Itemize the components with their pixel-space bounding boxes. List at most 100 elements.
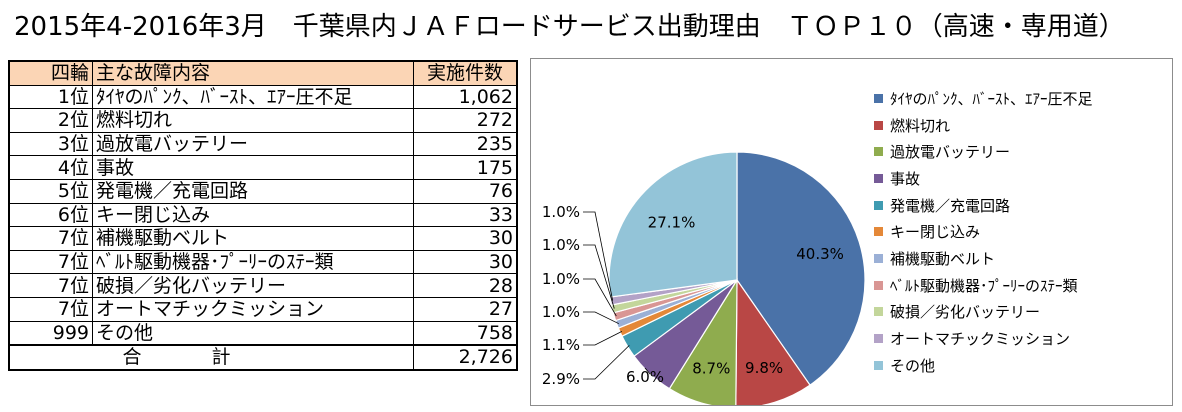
legend-swatch xyxy=(874,227,883,237)
row-count: 27 xyxy=(413,296,518,322)
row-rank: 7位 xyxy=(8,296,93,322)
leader-line xyxy=(583,345,630,380)
row-count: 235 xyxy=(413,131,518,157)
legend-swatch xyxy=(874,280,883,290)
legend-label: 過放電バッテリー xyxy=(890,143,1011,162)
pie-chart: 40.3% 9.8% 8.7% 27.1% 6.0% 1.0% 1.0% 1.0% 1.0% 1.… xyxy=(542,151,866,405)
legend-item: 補機駆動ベルト xyxy=(874,245,1093,272)
row-rank: 7位 xyxy=(8,226,93,251)
row-name: ﾀｲﾔのﾊﾟﾝｸ、ﾊﾞｰｽﾄ、ｴｱｰ圧不足 xyxy=(92,84,414,110)
legend-label: その他 xyxy=(890,356,936,375)
row-count: 76 xyxy=(413,178,518,204)
legend-swatch xyxy=(874,120,883,130)
row-name: 発電機／充電回路 xyxy=(92,178,414,204)
pie-slice xyxy=(608,151,738,298)
legend-item: 燃料切れ xyxy=(874,112,1093,139)
legend-label: 燃料切れ xyxy=(890,116,951,135)
pie-chart-panel: 40.3% 9.8% 8.7% 27.1% 6.0% 1.0% 1.0% 1.0% 1.0% 1.… xyxy=(530,58,1173,406)
row-count: 175 xyxy=(413,155,518,180)
legend-item: ﾍﾞﾙﾄ駆動機器･ﾌﾟｰﾘｰのｽﾃｰ類 xyxy=(874,272,1093,299)
row-name: ﾍﾞﾙﾄ駆動機器･ﾌﾟｰﾘｰのｽﾃｰ類 xyxy=(92,249,414,275)
legend-label: ﾍﾞﾙﾄ駆動機器･ﾌﾟｰﾘｰのｽﾃｰ類 xyxy=(890,276,1078,295)
table-row: 7位 ﾍﾞﾙﾄ駆動機器･ﾌﾟｰﾘｰのｽﾃｰ類 30 xyxy=(8,249,518,275)
legend-swatch xyxy=(874,360,883,370)
row-rank: 7位 xyxy=(8,273,93,298)
row-rank: 7位 xyxy=(8,249,93,275)
legend-item: キー閉じ込み xyxy=(874,218,1093,245)
row-count: 1,062 xyxy=(413,84,518,110)
legend-label: ﾀｲﾔのﾊﾟﾝｸ、ﾊﾞｰｽﾄ、ｴｱｰ圧不足 xyxy=(890,89,1093,108)
table-row: 7位 補機駆動ベルト 30 xyxy=(8,226,518,251)
table-row: 6位 キー閉じ込み 33 xyxy=(8,202,518,228)
leader-line xyxy=(583,311,619,325)
row-rank: 6位 xyxy=(8,202,93,228)
table-row: 4位 事故 175 xyxy=(8,155,518,180)
table-row: 3位 過放電バッテリー 235 xyxy=(8,131,518,157)
total-count: 2,726 xyxy=(413,344,518,371)
slice-label: 2.9% xyxy=(542,370,580,388)
table-row: 7位 オートマチックミッション 27 xyxy=(8,296,518,322)
row-name: 過放電バッテリー xyxy=(92,131,414,157)
row-name: 補機駆動ベルト xyxy=(92,226,414,251)
slice-label: 9.8% xyxy=(745,359,783,377)
table-row: 1位 ﾀｲﾔのﾊﾟﾝｸ、ﾊﾞｰｽﾄ、ｴｱｰ圧不足 1,062 xyxy=(8,84,518,110)
leader-line xyxy=(583,278,617,317)
row-rank: 2位 xyxy=(8,108,93,133)
row-name: キー閉じ込み xyxy=(92,202,414,228)
legend-swatch xyxy=(874,147,883,157)
legend-swatch xyxy=(874,93,883,103)
legend-item: 発電機／充電回路 xyxy=(874,192,1093,219)
legend-label: キー閉じ込み xyxy=(890,223,981,242)
legend-swatch xyxy=(874,173,883,183)
legend-swatch xyxy=(874,200,883,210)
row-name: オートマチックミッション xyxy=(92,296,414,322)
header-name: 主な故障内容 xyxy=(92,60,414,86)
legend-item: 破損／劣化バッテリー xyxy=(874,299,1093,326)
legend-item: オートマチックミッション xyxy=(874,325,1093,352)
page-title: 2015年4-2016年3月 千葉県内ＪＡＦロードサービス出動理由 ＴＯＰ１０（… xyxy=(14,12,1125,42)
row-name: 燃料切れ xyxy=(92,108,414,133)
header-count: 実施件数 xyxy=(413,60,518,86)
total-label: 合計 xyxy=(8,344,414,371)
legend-label: 破損／劣化バッテリー xyxy=(890,303,1041,322)
row-rank: 3位 xyxy=(8,131,93,157)
row-rank: 999 xyxy=(8,320,93,346)
legend-label: オートマチックミッション xyxy=(890,330,1071,349)
table-total-row: 合計 2,726 xyxy=(8,344,518,371)
legend-item: 事故 xyxy=(874,165,1093,192)
table-row: 999 その他 758 xyxy=(8,320,518,346)
chart-legend: ﾀｲﾔのﾊﾟﾝｸ、ﾊﾞｰｽﾄ、ｴｱｰ圧不足 燃料切れ過放電バッテリー 事故発電機／充… xyxy=(874,85,1093,379)
slice-label: 1.0% xyxy=(542,270,580,288)
slice-label: 27.1% xyxy=(648,214,696,232)
slice-label: 6.0% xyxy=(626,368,664,386)
table-row: 5位 発電機／充電回路 76 xyxy=(8,178,518,204)
table-header-row: 四輪 主な故障内容 実施件数 xyxy=(8,60,518,86)
pie-slice xyxy=(735,278,811,405)
pie-slice xyxy=(736,151,866,386)
row-name: 破損／劣化バッテリー xyxy=(92,273,414,298)
leader-line xyxy=(583,244,615,309)
legend-swatch xyxy=(874,253,883,263)
table-row: 2位 燃料切れ 272 xyxy=(8,108,518,133)
leader-line xyxy=(583,211,614,301)
ranking-table: 四輪 主な故障内容 実施件数 1位 ﾀｲﾔのﾊﾟﾝｸ、ﾊﾞｰｽﾄ、ｴｱｰ圧不足 1,… xyxy=(8,60,518,371)
row-count: 30 xyxy=(413,226,518,251)
slice-label: 1.0% xyxy=(542,236,580,254)
header-rank: 四輪 xyxy=(8,60,93,86)
slice-label: 1.1% xyxy=(542,336,580,354)
leader-line xyxy=(644,367,651,375)
slice-label: 1.0% xyxy=(542,203,580,221)
row-count: 33 xyxy=(413,202,518,228)
legend-label: 事故 xyxy=(890,169,921,188)
legend-item: 過放電バッテリー xyxy=(874,138,1093,165)
legend-swatch xyxy=(874,334,883,344)
slice-label: 8.7% xyxy=(692,360,730,378)
legend-item: ﾀｲﾔのﾊﾟﾝｸ、ﾊﾞｰｽﾄ、ｴｱｰ圧不足 xyxy=(874,85,1093,112)
legend-swatch xyxy=(874,307,883,317)
slice-label: 1.0% xyxy=(542,303,580,321)
row-count: 272 xyxy=(413,108,518,133)
row-rank: 4位 xyxy=(8,155,93,180)
row-name: その他 xyxy=(92,320,414,346)
legend-label: 補機駆動ベルト xyxy=(890,249,996,268)
row-rank: 5位 xyxy=(8,178,93,204)
